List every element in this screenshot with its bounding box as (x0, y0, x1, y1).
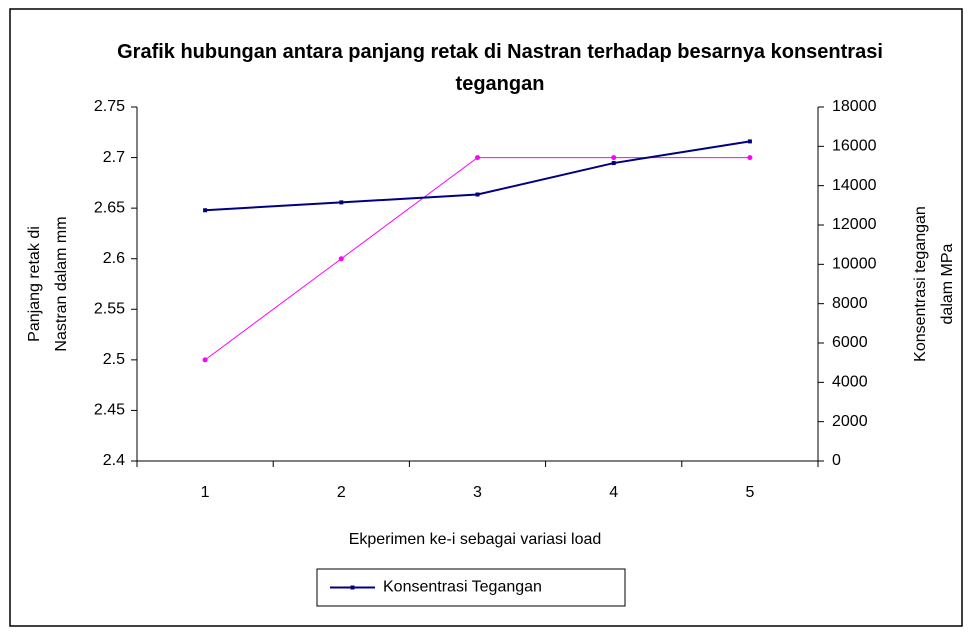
y-tick-label: 2.6 (103, 250, 125, 267)
point-marker (203, 208, 208, 213)
y-tick-label: 2.7 (103, 149, 125, 166)
chart-border (9, 8, 963, 627)
chart-title: Grafik hubungan antara panjang retak di … (117, 41, 883, 95)
x-tick-label: 5 (745, 484, 754, 501)
y-tick-label: 2.65 (94, 199, 125, 216)
y2-tick-label: 0 (832, 452, 841, 469)
x-axis-title: Ekperimen ke-i sebagai variasi load (348, 531, 602, 548)
point-marker (475, 192, 480, 197)
y2-tick-label: 6000 (832, 334, 868, 351)
y-tick-label: 2.75 (94, 98, 125, 115)
y2-tick-label: 4000 (832, 374, 868, 391)
point-marker (611, 155, 617, 161)
point-marker (747, 155, 753, 161)
y2-tick-label: 8000 (832, 295, 868, 312)
y-tick-label: 2.5 (103, 351, 125, 368)
y-tick-label: 2.45 (94, 402, 125, 419)
y2-tick-label: 2000 (832, 413, 868, 430)
y2-tick-label: 18000 (832, 98, 877, 115)
y-tick-label: 2.4 (103, 452, 125, 469)
y2-tick-label: 10000 (832, 256, 877, 273)
legend-marker (350, 585, 355, 590)
y2-tick-label: 16000 (832, 138, 877, 155)
y2-axis-title: Konsentrasi tegangan dalam MPa (912, 206, 956, 362)
point-marker (339, 200, 344, 205)
point-marker (747, 139, 752, 144)
x-tick-label: 1 (201, 484, 210, 501)
point-marker (202, 357, 208, 363)
x-tick-label: 3 (473, 484, 482, 501)
legend-label: Konsentrasi Tegangan (383, 579, 542, 596)
y2-tick-label: 12000 (832, 216, 877, 233)
x-tick-label: 2 (337, 484, 346, 501)
point-marker (475, 155, 480, 161)
point-marker (611, 161, 616, 166)
x-tick-label: 4 (609, 484, 618, 501)
point-marker (338, 256, 344, 262)
y-axis-title: Panjang retak di Nastran dalam mm (26, 216, 70, 352)
y-tick-label: 2.55 (94, 301, 125, 318)
y2-tick-label: 14000 (832, 177, 877, 194)
